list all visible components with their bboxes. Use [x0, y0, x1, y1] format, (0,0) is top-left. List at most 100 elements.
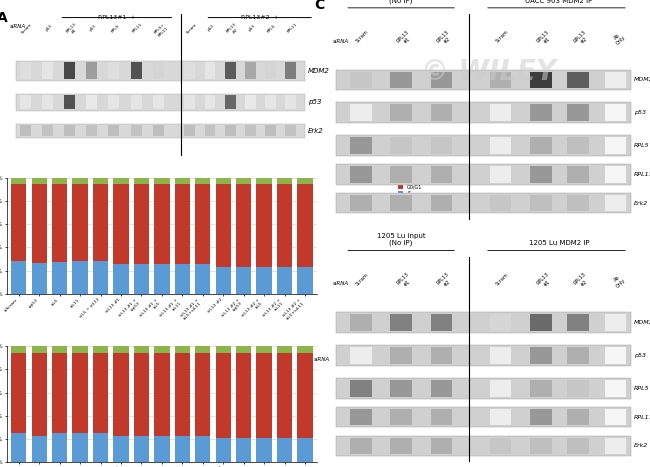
- Bar: [205, 63, 215, 79]
- Bar: [530, 137, 552, 154]
- Bar: [567, 347, 589, 364]
- Bar: [175, 184, 190, 264]
- Text: RPL11: RPL11: [132, 22, 144, 34]
- Text: RPL11: RPL11: [634, 415, 650, 419]
- Bar: [336, 135, 631, 156]
- Bar: [134, 353, 149, 436]
- Bar: [604, 105, 627, 121]
- Bar: [297, 184, 313, 267]
- Legend: G2/M, G0/G1, S: G2/M, G0/G1, S: [398, 346, 424, 365]
- Text: p53: p53: [89, 24, 98, 32]
- Text: C: C: [314, 0, 324, 12]
- Text: siRNA: siRNA: [333, 39, 349, 44]
- Bar: [175, 346, 190, 353]
- Text: RPL5+
RPL11: RPL5+ RPL11: [153, 22, 169, 38]
- Bar: [245, 95, 256, 109]
- Text: Erk2: Erk2: [634, 201, 649, 205]
- Bar: [265, 95, 276, 109]
- Bar: [175, 436, 190, 462]
- Text: RPL13
#2: RPL13 #2: [573, 272, 592, 290]
- Bar: [113, 264, 129, 294]
- Bar: [336, 102, 631, 123]
- Bar: [175, 264, 190, 294]
- Bar: [72, 261, 88, 294]
- Bar: [205, 95, 215, 109]
- Bar: [567, 71, 589, 88]
- Bar: [256, 177, 272, 184]
- Bar: [489, 105, 512, 121]
- Text: siRNA: siRNA: [333, 281, 349, 286]
- Bar: [431, 105, 452, 121]
- Bar: [350, 409, 372, 425]
- Bar: [431, 195, 452, 212]
- Bar: [72, 346, 88, 353]
- Bar: [336, 378, 631, 398]
- Bar: [256, 346, 272, 353]
- Bar: [336, 345, 631, 366]
- Bar: [336, 436, 631, 456]
- Bar: [195, 353, 211, 436]
- Text: RPL11: RPL11: [287, 22, 298, 34]
- Text: RPL13
#1: RPL13 #1: [396, 29, 414, 48]
- Bar: [131, 63, 142, 79]
- Bar: [225, 95, 236, 109]
- Text: RPL13
#1: RPL13 #1: [536, 272, 554, 290]
- Bar: [350, 438, 372, 454]
- Text: p53: p53: [308, 99, 321, 105]
- Bar: [604, 166, 627, 183]
- Text: p53: p53: [634, 110, 646, 115]
- Text: MDM2: MDM2: [308, 68, 330, 74]
- Bar: [530, 409, 552, 425]
- Bar: [52, 346, 68, 353]
- Bar: [236, 439, 252, 462]
- Bar: [236, 346, 252, 353]
- Bar: [297, 267, 313, 294]
- Bar: [567, 195, 589, 212]
- Bar: [86, 125, 97, 136]
- Bar: [297, 439, 313, 462]
- Bar: [489, 137, 512, 154]
- Bar: [32, 177, 47, 184]
- Bar: [431, 137, 452, 154]
- Bar: [93, 353, 108, 433]
- Bar: [297, 353, 313, 439]
- Bar: [72, 177, 88, 184]
- Bar: [131, 95, 142, 109]
- Text: siRNA: siRNA: [314, 357, 330, 362]
- Bar: [72, 353, 88, 433]
- Text: RPL13#2  +: RPL13#2 +: [241, 15, 279, 21]
- Bar: [256, 353, 272, 439]
- Bar: [567, 137, 589, 154]
- Bar: [390, 105, 412, 121]
- Bar: [20, 125, 31, 136]
- Bar: [52, 177, 68, 184]
- Bar: [390, 409, 412, 425]
- Bar: [72, 184, 88, 261]
- Bar: [195, 184, 211, 264]
- Bar: [195, 177, 211, 184]
- Bar: [109, 95, 120, 109]
- Bar: [431, 71, 452, 88]
- Bar: [604, 137, 627, 154]
- Bar: [16, 94, 305, 111]
- Bar: [195, 346, 211, 353]
- Bar: [216, 353, 231, 439]
- Bar: [11, 177, 27, 184]
- Bar: [52, 433, 68, 462]
- Bar: [154, 177, 170, 184]
- Text: RPL5: RPL5: [111, 23, 120, 33]
- Bar: [42, 95, 53, 109]
- Bar: [185, 95, 195, 109]
- Bar: [604, 409, 627, 425]
- Text: siRNA: siRNA: [10, 24, 26, 29]
- Text: Ab
Only: Ab Only: [612, 273, 627, 289]
- Bar: [216, 267, 231, 294]
- Bar: [489, 409, 512, 425]
- Text: RPL5: RPL5: [634, 386, 650, 391]
- Bar: [153, 95, 164, 109]
- Bar: [236, 177, 252, 184]
- Bar: [256, 184, 272, 267]
- Bar: [431, 380, 452, 396]
- Bar: [42, 63, 53, 79]
- Text: RPL13#1  +: RPL13#1 +: [98, 15, 136, 21]
